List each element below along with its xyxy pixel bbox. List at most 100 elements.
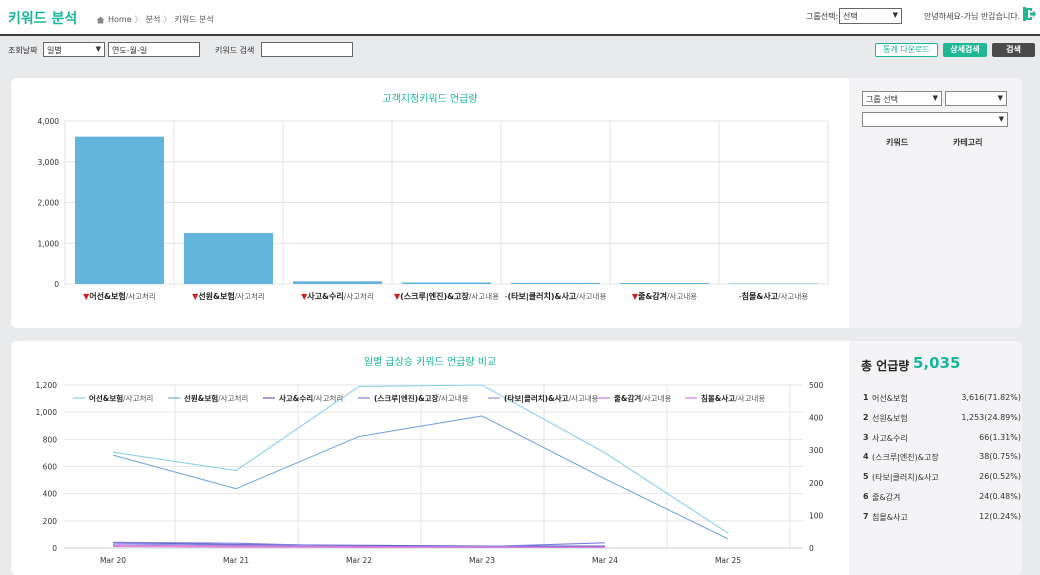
series-line bbox=[112, 546, 605, 548]
series-line bbox=[112, 384, 729, 534]
ranking-row: 2 선원&보험 1,253(24.89%) bbox=[863, 413, 1021, 433]
keyword-mention-panel: 고객지정키워드 언급량 0 1,000 2,000 3,000 4,000 ▼어선&보험/… bbox=[11, 78, 1022, 328]
chevron-down-icon: ▼ bbox=[95, 45, 101, 53]
legend-keyword: (타보|클러치)&사고 bbox=[504, 393, 569, 404]
chevron-down-icon: ▼ bbox=[932, 94, 938, 102]
rank-keyword: 사고&수리 bbox=[872, 433, 908, 443]
legend-label: 침몰&사고/사고내용 bbox=[701, 393, 765, 403]
ranking-row: 6 줄&감겨 24(0.48%) bbox=[863, 492, 1021, 512]
x-tick-label: Mar 25 bbox=[715, 556, 741, 565]
legend-label: 어선&보험/사고처리 bbox=[89, 393, 153, 403]
side-group-select[interactable]: 그룹 선택 ▼ bbox=[862, 91, 942, 106]
legend-keyword: 줄&감겨 bbox=[614, 393, 641, 403]
line-chart-title: 일별 급상승 키워드 언급량 비교 bbox=[363, 357, 497, 368]
y-right-tick-label: 200 bbox=[809, 479, 824, 488]
user-greeting: 안녕하세요-가님 반갑습니다. bbox=[924, 12, 1021, 21]
series-line bbox=[112, 415, 729, 540]
chevron-down-icon: ▼ bbox=[998, 115, 1004, 123]
rank-value: 1,253(24.89%) bbox=[961, 412, 1021, 422]
keyword-label: 어선&보험 bbox=[89, 291, 125, 301]
breadcrumb-current: 키워드 분석 bbox=[174, 15, 214, 24]
rank-number: 6 bbox=[863, 491, 869, 501]
trend-marker: ▼ bbox=[632, 292, 639, 301]
side-secondary-select[interactable]: ▼ bbox=[945, 91, 1007, 106]
x-tick-label: -침몰&사고/사고내용 bbox=[739, 291, 809, 301]
keyword-label: (타보|클러치)&사고 bbox=[508, 291, 577, 301]
ranking-row: 7 침몰&사고 12(0.24%) bbox=[863, 512, 1021, 532]
legend-label: 줄&감겨/사고내용 bbox=[614, 393, 671, 403]
x-tick-label: Mar 22 bbox=[346, 556, 372, 565]
trend-marker: - bbox=[739, 292, 742, 301]
keyword-filter-sidebar: 그룹 선택 ▼ ▼ ▼ 키워드 카테고리 bbox=[849, 78, 1022, 328]
breadcrumb: Home 〉 분석 〉 키워드 분석 bbox=[96, 14, 214, 25]
period-select[interactable]: 일별 ▼ bbox=[43, 42, 105, 57]
legend-label: (타보|클러치)&사고/사고내용 bbox=[504, 393, 599, 404]
y-left-tick-label: 1,000 bbox=[36, 408, 58, 417]
legend-category: /사고내용 bbox=[641, 394, 671, 403]
keyword-search-input[interactable] bbox=[261, 42, 353, 57]
rank-number: 2 bbox=[863, 412, 869, 422]
y-right-tick-label: 500 bbox=[809, 381, 824, 390]
legend-category: /사고처리 bbox=[313, 394, 343, 403]
rank-number: 5 bbox=[863, 472, 869, 482]
rank-number: 4 bbox=[863, 452, 869, 462]
advanced-search-button[interactable]: 상세검색 bbox=[943, 43, 987, 57]
category-label: /사고내용 bbox=[576, 292, 606, 301]
bar bbox=[511, 282, 600, 284]
y-right-tick-label: 100 bbox=[809, 511, 824, 520]
breadcrumb-separator: 〉 bbox=[163, 15, 172, 24]
logout-icon[interactable] bbox=[1022, 6, 1036, 22]
ranking-row: 1 어선&보험 3,616(71.82%) bbox=[863, 393, 1021, 413]
bar bbox=[293, 281, 382, 284]
ranking-list: 1 어선&보험 3,616(71.82%) 2 선원&보험 1,253(24.89%) 3 사… bbox=[863, 393, 1021, 532]
y-tick-label: 2,000 bbox=[38, 199, 60, 208]
line-chart: 0 200 400 600 800 1,000 1,200 0 100 200 300 400 500 M… bbox=[36, 381, 824, 565]
rank-keyword: 줄&감겨 bbox=[872, 492, 901, 502]
breadcrumb-home[interactable]: Home bbox=[108, 15, 132, 24]
y-right-tick-label: 400 bbox=[809, 414, 824, 423]
x-tick-label: ▼사고&수리/사고처리 bbox=[301, 291, 374, 301]
search-button[interactable]: 검색 bbox=[992, 43, 1035, 57]
trend-marker: ▼ bbox=[394, 292, 401, 301]
legend-category: /사고처리 bbox=[218, 394, 248, 403]
ranking-row: 4 (스크루|엔진)&고장 38(0.75%) bbox=[863, 452, 1021, 472]
total-mentions-value: 5,035 bbox=[913, 354, 961, 372]
series-line bbox=[112, 542, 605, 547]
group-select[interactable]: 선택 ▼ bbox=[839, 8, 902, 24]
trend-marker: ▼ bbox=[83, 292, 90, 301]
side-category-select[interactable]: ▼ bbox=[862, 112, 1008, 127]
y-right-tick-label: 0 bbox=[809, 544, 814, 553]
chevron-down-icon: ▼ bbox=[997, 94, 1003, 102]
period-select-value: 일별 bbox=[47, 46, 62, 55]
rank-number: 3 bbox=[863, 432, 869, 442]
home-icon[interactable] bbox=[96, 16, 105, 24]
breadcrumb-analysis[interactable]: 분석 bbox=[145, 15, 161, 24]
download-stats-button[interactable]: 통계 다운로드 bbox=[875, 43, 938, 57]
category-label: /사고내용 bbox=[667, 292, 697, 301]
rank-keyword: (타보|클러치)&사고 bbox=[872, 473, 939, 483]
rank-keyword: 선원&보험 bbox=[872, 413, 908, 423]
category-label: /사고내용 bbox=[469, 292, 499, 301]
category-column-header: 카테고리 bbox=[953, 138, 983, 147]
trend-marker: ▼ bbox=[192, 292, 199, 301]
ranking-row: 3 사고&수리 66(1.31%) bbox=[863, 433, 1021, 453]
date-input[interactable]: 연도-월-일 bbox=[108, 42, 200, 57]
keyword-label: 침몰&사고 bbox=[742, 291, 779, 301]
bar bbox=[75, 136, 164, 284]
breadcrumb-separator: 〉 bbox=[134, 15, 143, 24]
legend-label: 선원&보험/사고처리 bbox=[184, 393, 248, 403]
legend-keyword: (스크루|엔진)&고장 bbox=[374, 393, 439, 404]
x-tick-label: ▼(스크루|엔진)&고장/사고내용 bbox=[394, 291, 499, 301]
y-tick-label: 4,000 bbox=[38, 117, 60, 126]
y-tick-label: 3,000 bbox=[38, 158, 60, 167]
ranking-row: 5 (타보|클러치)&사고 26(0.52%) bbox=[863, 472, 1021, 492]
legend-category: /사고내용 bbox=[438, 394, 468, 403]
bar-chart-title: 고객지정키워드 언급량 bbox=[382, 94, 478, 105]
legend-category: /사고처리 bbox=[123, 394, 153, 403]
group-select-label: 그룹선택: bbox=[806, 12, 839, 21]
category-label: /사고처리 bbox=[344, 292, 374, 301]
rank-value: 3,616(71.82%) bbox=[961, 393, 1021, 402]
rank-keyword: 어선&보험 bbox=[872, 394, 908, 403]
legend-category: /사고내용 bbox=[568, 394, 598, 403]
